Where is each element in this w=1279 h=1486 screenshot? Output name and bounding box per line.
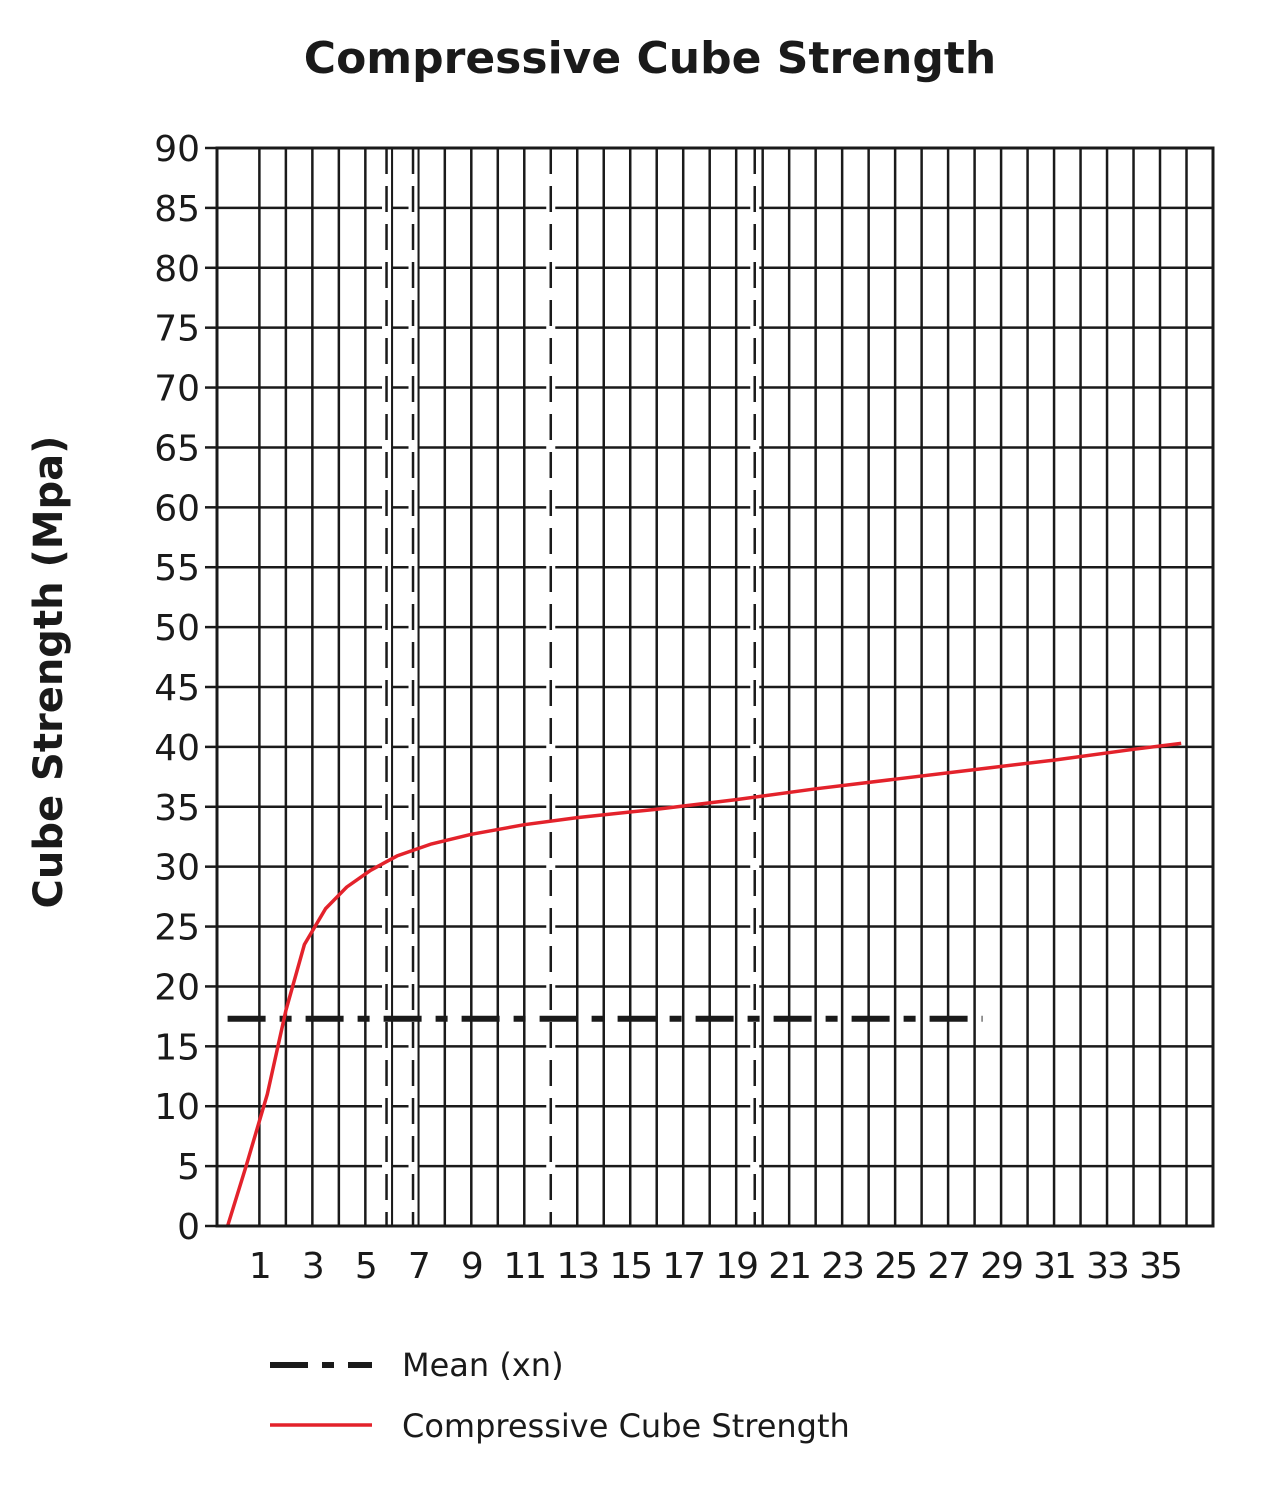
x-tick-label: 11 [503, 1246, 545, 1287]
x-tick-label: 3 [302, 1246, 323, 1287]
x-tick-label: 23 [821, 1246, 863, 1287]
dashed-reference-lines [382, 148, 760, 1226]
x-tick-label: 33 [1086, 1246, 1128, 1287]
y-tick-label: 60 [154, 488, 200, 529]
y-tick-label: 40 [154, 728, 200, 769]
y-tick-label: 90 [154, 129, 200, 170]
y-tick-label: 65 [154, 428, 200, 469]
legend: Mean (xn) Compressive Cube Strength [270, 1346, 850, 1445]
x-tick-label: 19 [715, 1246, 757, 1287]
x-tick-label: 7 [408, 1246, 429, 1287]
x-tick-label: 27 [927, 1246, 969, 1287]
y-tick-label: 80 [154, 249, 200, 290]
x-tick-label: 5 [355, 1246, 376, 1287]
x-tick-label: 21 [768, 1246, 810, 1287]
y-tick-label: 55 [154, 548, 200, 589]
y-tick-label: 15 [154, 1027, 200, 1068]
y-tick-label: 5 [177, 1147, 200, 1188]
y-tick-label: 50 [154, 608, 200, 649]
x-axis-ticks: 1 3 5 7 9 11 13 15 17 19 21 23 25 27 29 31 33 35 [249, 1246, 1183, 1287]
y-axis-ticks: 0 5 10 15 20 25 30 35 40 45 50 55 60 65 70 75 80 85 90 [154, 129, 217, 1248]
y-tick-label: 35 [154, 788, 200, 829]
y-tick-label: 0 [177, 1207, 200, 1248]
y-tick-label: 70 [154, 369, 200, 410]
strength-curve [225, 741, 1182, 1227]
y-tick-label: 75 [154, 309, 200, 350]
series-lines [225, 741, 1182, 1227]
x-tick-label: 13 [556, 1246, 598, 1287]
x-tick-label: 31 [1033, 1246, 1075, 1287]
y-tick-label: 10 [154, 1087, 200, 1128]
y-tick-label: 85 [154, 189, 200, 230]
y-axis-label: Cube Strength (Mpa) [26, 436, 72, 909]
grid [217, 146, 1213, 1228]
legend-label-mean: Mean (xn) [402, 1346, 564, 1384]
y-tick-label: 25 [154, 908, 200, 949]
x-tick-label: 29 [980, 1246, 1022, 1287]
x-tick-label: 17 [662, 1246, 704, 1287]
y-tick-label: 30 [154, 848, 200, 889]
x-tick-label: 15 [609, 1246, 651, 1287]
x-tick-label: 1 [249, 1246, 270, 1287]
y-tick-label: 20 [154, 967, 200, 1008]
x-tick-label: 9 [461, 1246, 482, 1287]
y-tick-label: 45 [154, 668, 200, 709]
chart-title: Compressive Cube Strength [304, 33, 996, 84]
legend-label-strength: Compressive Cube Strength [402, 1407, 850, 1445]
x-tick-label: 25 [874, 1246, 916, 1287]
x-tick-label: 35 [1139, 1246, 1181, 1287]
